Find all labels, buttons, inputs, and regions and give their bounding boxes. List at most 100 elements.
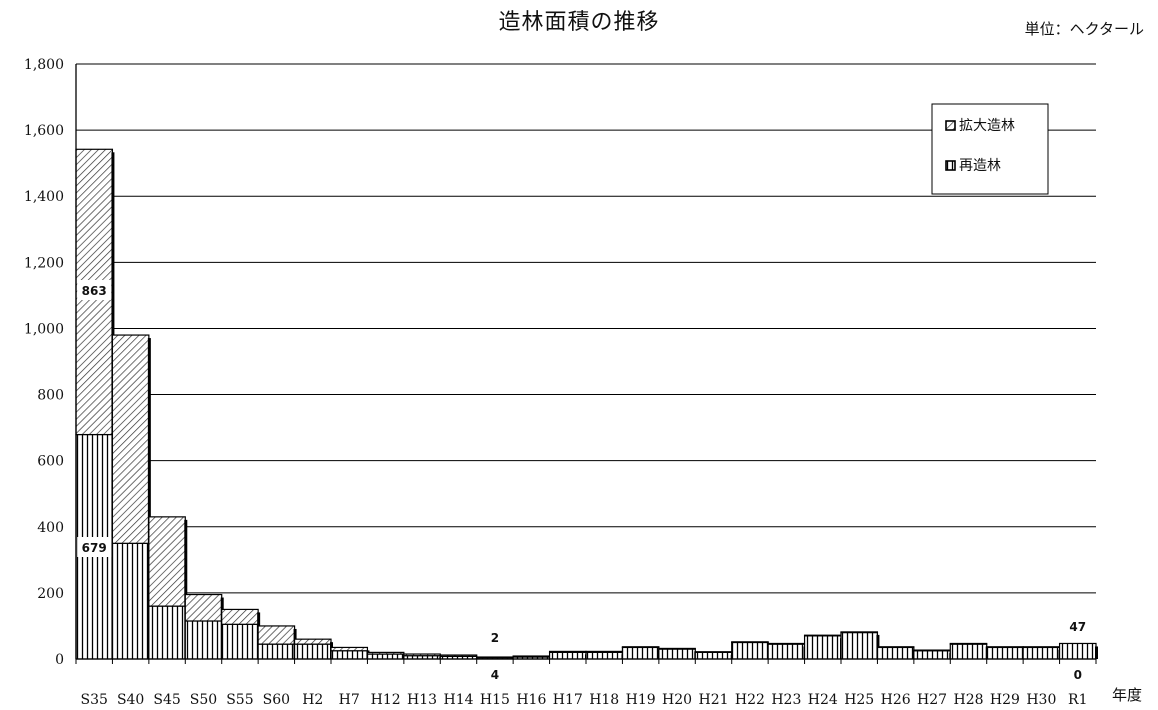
x-tick-label: H7 [339, 692, 360, 708]
x-tick-label: H16 [516, 692, 546, 708]
x-tick-label: H14 [443, 692, 473, 708]
bar-segment-expansion-S55 [221, 608, 259, 625]
bar-segment-reforestation-S50 [184, 620, 223, 660]
x-tick-label: H30 [1026, 692, 1056, 708]
x-tick-label: H23 [771, 692, 801, 708]
bar-segment-expansion-S60 [257, 625, 296, 645]
x-tick-label: H25 [844, 692, 874, 708]
x-tick-label: H24 [808, 692, 838, 708]
bar-segment-reforestation-H23 [767, 643, 806, 660]
y-tick-label: 1,200 [24, 255, 64, 271]
bar-shadow [184, 519, 188, 659]
legend-swatch [945, 160, 956, 171]
bar-segment-reforestation-S55 [221, 623, 259, 660]
x-tick-label: H18 [589, 692, 619, 708]
y-tick-label: 600 [37, 454, 64, 470]
bar-segment-reforestation-H26 [876, 646, 915, 660]
x-tick-label: H2 [302, 692, 323, 708]
x-tick-label: H28 [953, 692, 983, 708]
bar-segment-expansion-H24 [803, 634, 842, 637]
chart-title: 造林面積の推移 [498, 10, 660, 35]
bar-segment-expansion-H27 [913, 649, 951, 652]
legend-label: 拡大造林 [959, 118, 1015, 134]
unit-label: 単位：ヘクタール [1024, 20, 1144, 38]
data-label-bg [77, 280, 112, 300]
bar-segment-reforestation-H29 [986, 646, 1024, 660]
bar-segment-reforestation-H7 [330, 650, 369, 660]
bar-segment-reforestation-H17 [548, 651, 587, 660]
x-axis-label: 年度 [1112, 686, 1143, 704]
data-label: 4 [491, 668, 499, 682]
bar-segment-expansion-H25 [840, 631, 879, 634]
x-tick-label: R1 [1068, 692, 1087, 708]
bar-segment-expansion-H17 [548, 650, 587, 653]
bar-segment-reforestation-H12 [366, 653, 405, 660]
bar-segment-expansion-H15 [476, 656, 514, 659]
x-tick-label: S55 [226, 692, 253, 708]
data-label: 2 [491, 631, 499, 645]
bar-segment-reforestation-H24 [803, 635, 842, 660]
bar-segment-reforestation-H20 [658, 648, 696, 660]
x-tick-label: H17 [553, 692, 583, 708]
x-tick-label: H29 [990, 692, 1020, 708]
x-tick-label: S50 [190, 692, 217, 708]
bar-segment-reforestation-S45 [148, 605, 186, 660]
data-label: 863 [82, 284, 107, 298]
legend-box [931, 103, 1049, 195]
bar-segment-reforestation-H22 [731, 641, 769, 660]
y-tick-label: 1,800 [24, 57, 64, 73]
x-tick-label: S45 [153, 692, 180, 708]
bar-segment-reforestation-H28 [949, 643, 988, 660]
bar-segment-reforestation-S60 [257, 643, 296, 660]
bar-shadow [1095, 646, 1098, 659]
bar-segment-expansion-H29 [986, 646, 1024, 649]
bar-segment-expansion-H21 [694, 651, 733, 653]
bar-segment-reforestation-H2 [293, 643, 332, 660]
x-tick-label: H13 [407, 692, 437, 708]
y-tick-label: 1,600 [24, 123, 64, 139]
bar-segment-reforestation-H18 [585, 651, 624, 660]
legend-label: 再造林 [959, 158, 1001, 174]
x-tick-label: H15 [480, 692, 510, 708]
y-tick-label: 200 [37, 586, 64, 602]
x-tick-label: H12 [371, 692, 401, 708]
bar-segment-expansion-H12 [366, 651, 405, 655]
bar-segment-expansion-S45 [148, 516, 186, 607]
bar-segment-expansion-H28 [949, 642, 988, 645]
x-tick-label: S60 [263, 692, 290, 708]
bar-segment-expansion-H13 [403, 653, 441, 657]
bar-segment-expansion-H18 [585, 650, 624, 653]
y-tick-label: 0 [55, 652, 64, 668]
x-tick-label: S40 [117, 692, 144, 708]
x-tick-label: H21 [698, 692, 728, 708]
bar-segment-reforestation-S40 [111, 542, 150, 660]
data-label: 679 [82, 541, 107, 555]
y-tick-label: 800 [37, 388, 64, 404]
x-tick-label: S35 [81, 692, 108, 708]
bar-segment-expansion-H2 [293, 638, 332, 645]
bar-segment-expansion-H26 [876, 646, 915, 649]
bar-segment-expansion-H30 [1022, 646, 1061, 649]
bar-segment-reforestation-H19 [621, 646, 660, 660]
legend-swatch [945, 120, 956, 131]
bar-segment-reforestation-H30 [1022, 646, 1061, 660]
y-tick-label: 1,400 [24, 189, 64, 205]
bar-segment-reforestation-H27 [913, 650, 951, 660]
bar-segment-expansion-H7 [330, 646, 369, 652]
bar-segment-reforestation-H21 [694, 651, 733, 660]
bar-segment-expansion-H22 [731, 641, 769, 644]
y-tick-label: 1,000 [24, 321, 64, 337]
x-tick-label: H27 [917, 692, 947, 708]
bar-segment-expansion-H23 [767, 642, 806, 645]
bar-segment-expansion-H19 [621, 646, 660, 649]
x-tick-label: H19 [626, 692, 656, 708]
x-tick-label: H22 [735, 692, 765, 708]
bar-segment-expansion-H14 [439, 654, 478, 657]
bar-segment-reforestation-R1 [1058, 642, 1097, 660]
bar-segment-expansion-S40 [111, 334, 150, 544]
bar-segment-expansion-H16 [512, 655, 551, 658]
bar-shadow [147, 338, 151, 659]
bar-segment-expansion-S50 [184, 593, 223, 622]
